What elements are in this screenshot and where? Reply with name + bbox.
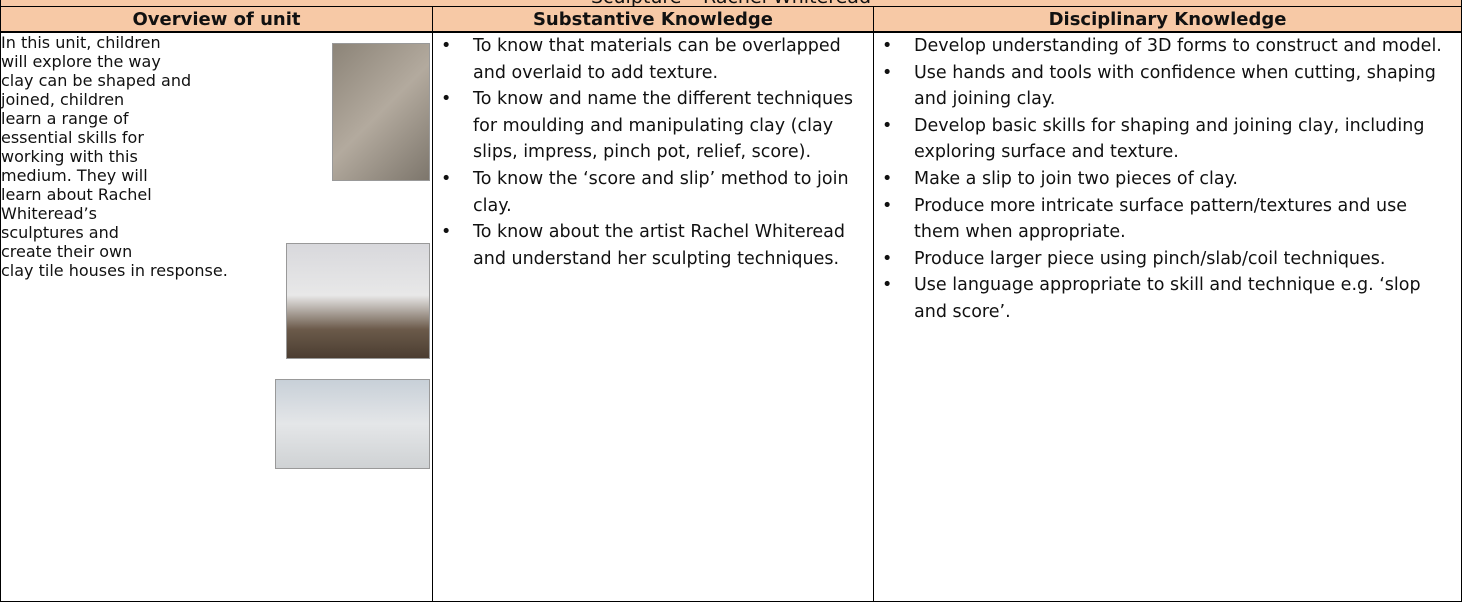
overview-line: Whiteread’s <box>1 204 97 223</box>
overview-line: joined, children <box>1 90 125 109</box>
bullet-item: Develop basic skills for shaping and joi… <box>882 113 1447 166</box>
sculpture-blocks-image <box>275 379 430 469</box>
bullet-item: Produce larger piece using pinch/slab/co… <box>882 246 1447 273</box>
bullet-item: To know that materials can be overlapped… <box>441 33 865 86</box>
clay-tile-image <box>332 43 430 181</box>
overview-line: learn a range of <box>1 109 129 128</box>
overview-cell: In this unit, children will explore the w… <box>0 32 433 602</box>
substantive-cell: To know that materials can be overlapped… <box>432 32 874 602</box>
overview-line: learn about Rachel <box>1 185 152 204</box>
sculpture-house-image <box>286 243 430 359</box>
bullet-item: Make a slip to join two pieces of clay. <box>882 166 1447 193</box>
overview-line: medium. They will <box>1 166 148 185</box>
column-header: Substantive Knowledge <box>432 6 874 32</box>
column-header: Overview of unit <box>0 6 433 32</box>
bullet-item: To know about the artist Rachel Whiterea… <box>441 219 865 272</box>
bullet-item: Use hands and tools with confidence when… <box>882 60 1447 113</box>
overview-line: In this unit, children <box>1 33 161 52</box>
bullet-item: To know and name the different technique… <box>441 86 865 166</box>
overview-line: create their own <box>1 242 133 261</box>
overview-line: will explore the way <box>1 52 161 71</box>
overview-line: clay tile houses in response. <box>1 261 228 280</box>
disciplinary-cell: Develop understanding of 3D forms to con… <box>873 32 1462 602</box>
overview-line: clay can be shaped and <box>1 71 192 90</box>
bullet-item: Develop understanding of 3D forms to con… <box>882 33 1447 60</box>
bullet-item: To know the ‘score and slip’ method to j… <box>441 166 865 219</box>
overview-line: working with this <box>1 147 138 166</box>
bullet-item: Produce more intricate surface pattern/t… <box>882 193 1447 246</box>
column-header: Disciplinary Knowledge <box>873 6 1462 32</box>
overview-line: essential skills for <box>1 128 144 147</box>
bullet-item: Use language appropriate to skill and te… <box>882 272 1447 325</box>
overview-line: sculptures and <box>1 223 119 242</box>
